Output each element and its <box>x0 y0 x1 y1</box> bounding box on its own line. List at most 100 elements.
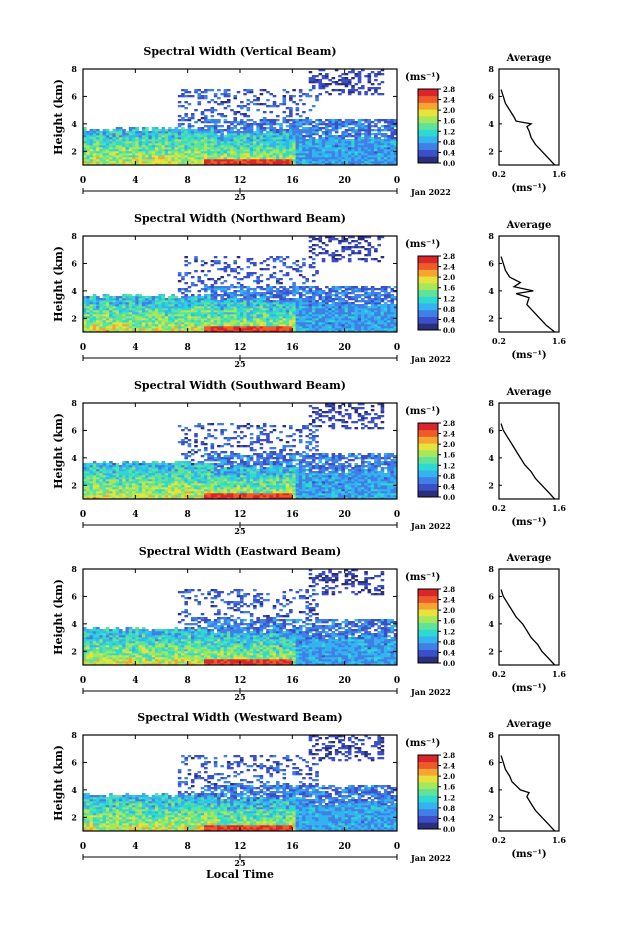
heatmap-cell <box>99 467 103 470</box>
heatmap-cell <box>275 145 280 148</box>
heatmap-cell <box>338 123 342 126</box>
heatmap-cell <box>226 266 231 269</box>
heatmap-cell <box>177 320 182 323</box>
heatmap-cell <box>138 330 143 333</box>
heatmap-cell <box>226 292 231 295</box>
heatmap-cell <box>217 316 221 319</box>
heatmap-cell <box>259 131 264 134</box>
heatmap-cell <box>164 304 169 307</box>
heatmap-cell <box>249 141 254 144</box>
heatmap-cell <box>338 153 342 156</box>
heatmap-cell <box>151 153 156 156</box>
heatmap-cell <box>256 139 260 142</box>
heatmap-cell <box>282 302 287 305</box>
heatmap-cell <box>298 296 303 299</box>
heatmap-cell <box>223 163 228 166</box>
heatmap-cell <box>184 149 188 152</box>
heatmap-cell <box>135 483 139 486</box>
heatmap-cell <box>161 157 166 160</box>
heatmap-cell <box>364 145 368 148</box>
heatmap-cell <box>295 141 300 144</box>
heatmap-cell <box>295 159 300 162</box>
heatmap-cell <box>282 320 287 323</box>
heatmap-cell <box>377 244 381 247</box>
heatmap-cell <box>295 292 300 295</box>
heatmap-cell <box>220 159 224 162</box>
heatmap-cell <box>233 314 238 317</box>
heatmap-cell <box>305 318 309 321</box>
heatmap-cell <box>99 463 103 466</box>
heatmap-cell <box>158 316 162 319</box>
heatmap-cell <box>292 322 296 325</box>
heatmap-cell <box>132 483 136 486</box>
heatmap-cell <box>390 298 395 301</box>
heatmap-cell <box>96 324 100 327</box>
heatmap-cell <box>240 290 244 293</box>
heatmap-cell <box>266 161 270 164</box>
heatmap-cell <box>148 314 152 317</box>
heatmap-cell <box>194 316 198 319</box>
heatmap-cell <box>331 318 336 321</box>
heatmap-cell <box>266 131 270 134</box>
heatmap-cell <box>357 157 362 160</box>
heatmap-cell <box>262 304 267 307</box>
heatmap-cell <box>86 159 90 162</box>
heatmap-cell <box>315 125 319 128</box>
heatmap-cell <box>86 497 90 500</box>
heatmap-cell <box>285 163 290 166</box>
heatmap-cell <box>217 262 221 265</box>
heatmap-cell <box>259 159 264 162</box>
heatmap-cell <box>118 296 123 299</box>
heatmap-cell <box>132 298 136 301</box>
heatmap-cell <box>217 324 221 327</box>
heatmap-cell <box>253 316 257 319</box>
heatmap-cell <box>204 314 208 317</box>
heatmap-cell <box>200 121 205 124</box>
y-tick-label: 8 <box>71 231 77 241</box>
heatmap-cell <box>380 310 385 313</box>
heatmap-cell <box>354 133 359 136</box>
heatmap-cell <box>99 318 103 321</box>
heatmap-cell <box>112 312 117 315</box>
heatmap-cell <box>298 137 303 140</box>
heatmap-cell <box>383 288 388 291</box>
heatmap-cell <box>364 133 368 136</box>
heatmap-cell <box>243 300 247 303</box>
heatmap-cell <box>204 324 208 327</box>
heatmap-cell <box>181 300 185 303</box>
heatmap-cell <box>151 318 156 321</box>
heatmap-cell <box>122 149 126 152</box>
heatmap-cell <box>256 151 260 154</box>
heatmap-cell <box>344 119 349 122</box>
heatmap-cell <box>292 135 296 138</box>
heatmap-cell <box>354 310 359 313</box>
heatmap-cell <box>266 153 270 156</box>
heatmap-cell <box>311 324 316 327</box>
heatmap-cell <box>132 461 136 464</box>
heatmap-cell <box>190 330 195 333</box>
heatmap-cell <box>387 306 391 309</box>
heatmap-cell <box>112 137 117 140</box>
heatmap-cell <box>380 330 385 333</box>
heatmap-cell <box>334 157 339 160</box>
heatmap-cell <box>275 149 280 152</box>
heatmap-cell <box>194 159 198 162</box>
heatmap-cell <box>210 322 215 325</box>
heatmap-cell <box>230 316 234 319</box>
heatmap-cell <box>164 131 169 134</box>
heatmap-cell <box>158 300 162 303</box>
heatmap-cell <box>275 304 280 307</box>
heatmap-cell <box>154 320 159 323</box>
heatmap-cell <box>387 159 391 162</box>
heatmap-cell <box>357 79 362 82</box>
heatmap-cell <box>331 119 336 122</box>
heatmap-cell <box>154 137 159 140</box>
heatmap-cell <box>325 145 329 148</box>
heatmap-cell <box>96 322 100 325</box>
heatmap-cell <box>223 302 228 305</box>
heatmap-cell <box>305 123 309 126</box>
heatmap-cell <box>210 328 215 331</box>
heatmap-cell <box>377 288 381 291</box>
heatmap-cell <box>184 129 188 132</box>
heatmap-cell <box>315 312 319 315</box>
